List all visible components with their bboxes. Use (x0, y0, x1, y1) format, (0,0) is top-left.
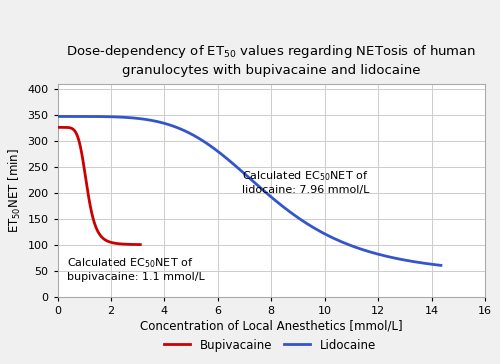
Text: Calculated EC$_{50}$NET of
bupivacaine: 1.1 mmol/L: Calculated EC$_{50}$NET of bupivacaine: … (67, 256, 204, 281)
X-axis label: Concentration of Local Anesthetics [mmol/L]: Concentration of Local Anesthetics [mmol… (140, 320, 402, 333)
Title: Dose-dependency of ET$_{50}$ values regarding NETosis of human
granulocytes with: Dose-dependency of ET$_{50}$ values rega… (66, 43, 476, 77)
Legend: Bupivacaine, Lidocaine: Bupivacaine, Lidocaine (160, 334, 380, 356)
Y-axis label: ET$_{50}$NET [min]: ET$_{50}$NET [min] (7, 148, 23, 233)
Text: Calculated EC$_{50}$NET of
lidocaine: 7.96 mmol/L: Calculated EC$_{50}$NET of lidocaine: 7.… (242, 169, 369, 195)
